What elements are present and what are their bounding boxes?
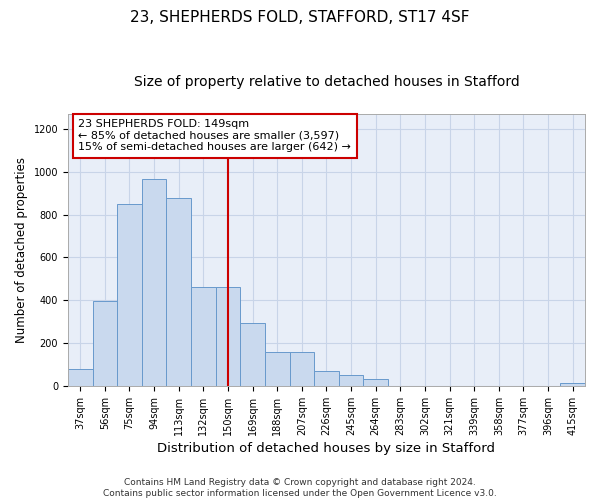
Bar <box>142 179 166 386</box>
Bar <box>215 288 240 386</box>
Bar <box>240 323 265 386</box>
Bar <box>560 382 585 386</box>
Y-axis label: Number of detached properties: Number of detached properties <box>15 157 28 343</box>
Bar <box>191 288 215 386</box>
Bar <box>265 352 290 386</box>
Bar <box>314 372 339 386</box>
Bar <box>68 369 92 386</box>
Bar <box>290 352 314 386</box>
Title: Size of property relative to detached houses in Stafford: Size of property relative to detached ho… <box>134 75 520 89</box>
X-axis label: Distribution of detached houses by size in Stafford: Distribution of detached houses by size … <box>157 442 496 455</box>
Bar <box>339 375 364 386</box>
Text: 23 SHEPHERDS FOLD: 149sqm
← 85% of detached houses are smaller (3,597)
15% of se: 23 SHEPHERDS FOLD: 149sqm ← 85% of detac… <box>78 119 351 152</box>
Text: Contains HM Land Registry data © Crown copyright and database right 2024.
Contai: Contains HM Land Registry data © Crown c… <box>103 478 497 498</box>
Bar <box>166 198 191 386</box>
Bar <box>364 379 388 386</box>
Text: 23, SHEPHERDS FOLD, STAFFORD, ST17 4SF: 23, SHEPHERDS FOLD, STAFFORD, ST17 4SF <box>130 10 470 25</box>
Bar <box>92 300 117 386</box>
Bar <box>117 204 142 386</box>
